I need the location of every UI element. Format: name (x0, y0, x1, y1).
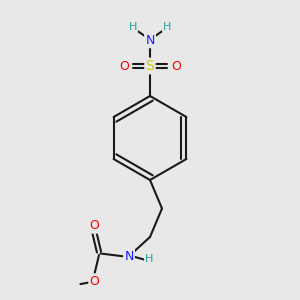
Text: H: H (163, 22, 172, 32)
Text: N: N (124, 250, 134, 263)
Text: N: N (145, 34, 155, 47)
Text: H: H (128, 22, 137, 32)
Text: O: O (171, 59, 181, 73)
Text: O: O (90, 274, 99, 288)
Text: H: H (145, 254, 154, 265)
Text: O: O (90, 219, 99, 232)
Text: O: O (119, 59, 129, 73)
Text: S: S (146, 59, 154, 73)
